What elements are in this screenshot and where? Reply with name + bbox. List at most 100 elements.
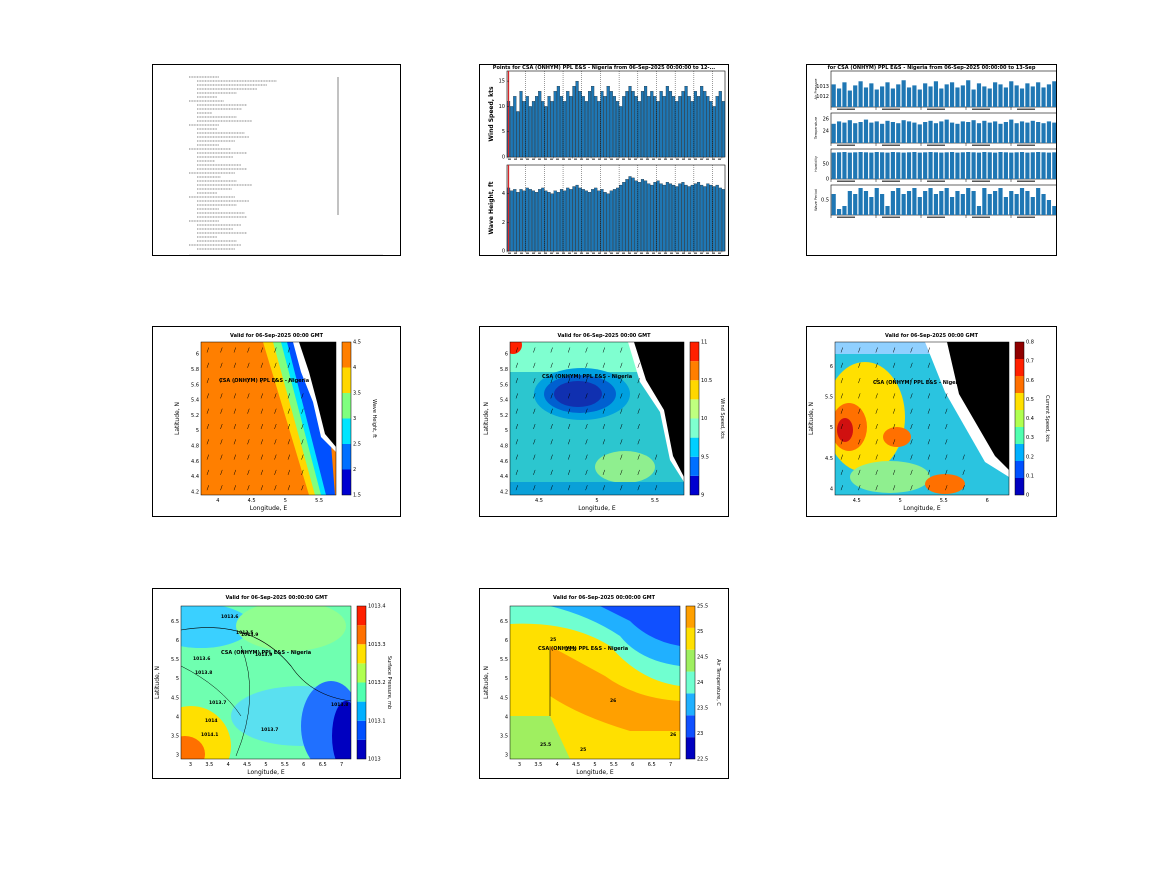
location-label: CSA (ONHYM) PPL E&S - Nigeria	[219, 378, 309, 384]
x-tick-label	[682, 158, 685, 160]
x-tick-label: 6.5	[648, 762, 656, 768]
direction-arrow	[620, 347, 623, 353]
y-tick-label: 0	[502, 249, 505, 255]
timeseries-met-panel: for CSA (ONHYM) PPL E&S - Nigeria from 0…	[806, 64, 1057, 256]
data-bar	[1014, 123, 1019, 143]
data-bar	[581, 96, 585, 158]
direction-arrow	[287, 408, 290, 414]
colorbar-tick-label: 3	[353, 416, 356, 422]
contour-level	[837, 418, 853, 442]
x-tick-label	[544, 158, 547, 160]
x-tick-label	[538, 158, 541, 160]
direction-arrow	[620, 454, 623, 460]
x-tick-label: 4.5	[248, 498, 256, 504]
direction-arrow	[567, 408, 571, 414]
data-bar	[709, 184, 713, 252]
map-current-title: Valid for 06-Sep-2025 00:00 GMT	[884, 333, 979, 339]
direction-arrow	[274, 393, 277, 399]
data-bar	[665, 182, 669, 252]
direction-arrow	[602, 469, 605, 475]
colorbar-segment	[1015, 342, 1024, 359]
x-tick-label	[520, 252, 523, 254]
data-bar	[1036, 82, 1041, 107]
colorbar-segment	[342, 418, 351, 444]
data-bar	[650, 91, 654, 158]
direction-arrow	[274, 454, 277, 460]
data-bar	[522, 101, 526, 158]
axes-frame	[509, 341, 685, 496]
direction-arrow	[247, 347, 250, 353]
data-bar	[949, 197, 955, 215]
x-tick-label	[837, 180, 855, 182]
colorbar-segment	[1015, 478, 1024, 495]
x-tick-label	[556, 252, 559, 254]
x-tick-label	[640, 252, 643, 254]
colorbar-segment	[690, 380, 699, 400]
data-bar	[625, 91, 629, 158]
x-tick-label: 4	[556, 762, 559, 768]
contour-label: 26	[670, 732, 676, 738]
y-tick-label: 0	[502, 155, 505, 161]
x-tick-label	[628, 158, 631, 160]
contour-level	[301, 681, 351, 759]
colorbar-segment	[1015, 444, 1024, 461]
map-surface-pressure: 1013.6 1013.5 1013.6 1013.8 1013.9 1013.7 1014…	[154, 604, 392, 777]
x-tick-label	[616, 158, 619, 160]
location-label: CSA (ONHYM) PPL E&S - Nigeria	[221, 650, 311, 656]
data-bar	[971, 191, 976, 215]
y-axis-label: Latitude, N	[808, 402, 815, 435]
data-bar	[880, 152, 885, 179]
x-tick-label	[718, 158, 721, 160]
x-tick-label	[598, 158, 601, 160]
y-tick-label: 5	[502, 129, 505, 135]
data-bar	[928, 120, 933, 143]
data-bar	[831, 194, 836, 215]
colorbar-tick-label: 0.3	[1026, 435, 1034, 441]
direction-arrow	[892, 439, 896, 445]
map-current-speed: CSA (ONHYM) PPL E&S - Nigeria 0 0.1 0.2 0.3 0…	[808, 340, 1050, 513]
y-tick-label: 6	[196, 352, 199, 358]
x-tick-label: 4.5	[572, 762, 580, 768]
direction-arrow	[892, 423, 896, 430]
direction-arrow	[875, 408, 878, 414]
contour-label: 1013.8	[331, 702, 348, 708]
x-tick-label	[628, 252, 631, 254]
data-bar	[703, 186, 707, 252]
direction-arrow	[858, 423, 861, 430]
x-tick-label	[586, 252, 589, 254]
direction-arrow	[567, 485, 571, 491]
data-bar	[1019, 152, 1025, 179]
direction-arrow	[927, 408, 930, 414]
x-tick-label: 6	[631, 762, 634, 768]
data-bar	[939, 191, 944, 215]
data-bar	[890, 88, 895, 107]
colorbar-tick-label: 24	[697, 680, 703, 686]
x-tick-label: 4	[216, 498, 219, 504]
map-temperature-panel: Valid for 06-Sep-2025 00:00:00 GMT 25 25.…	[479, 588, 729, 779]
colorbar-tick-label: 9.5	[701, 454, 709, 460]
contour-level	[236, 606, 346, 651]
x-axis-label: Longitude, E	[250, 505, 288, 512]
data-bar	[901, 152, 906, 179]
y-tick-label: 4.4	[191, 474, 199, 480]
y-tick-label: 5	[505, 676, 508, 682]
direction-arrow	[892, 362, 896, 368]
data-bar	[1036, 152, 1041, 179]
x-tick-label	[882, 144, 900, 146]
direction-arrow	[962, 454, 965, 460]
colorbar-tick-label: 0	[1026, 493, 1029, 499]
x-tick-label: 4.5	[853, 498, 861, 504]
data-bar	[928, 86, 933, 107]
data-bar	[1003, 152, 1008, 179]
x-tick-label: 6.5	[319, 762, 327, 768]
data-bar	[971, 89, 976, 107]
data-bar	[831, 123, 836, 143]
map-air-temperature: 25 25.5 26 25 25.5 26 CSA (ONHYM) PPL E&S - Ni…	[483, 604, 721, 777]
direction-arrow	[301, 439, 304, 445]
colorbar-tick-label: 0.8	[1026, 340, 1034, 346]
data-bar	[1046, 84, 1052, 107]
contour-label: 26	[610, 698, 616, 704]
direction-arrow	[637, 408, 640, 414]
x-tick-label: 5	[593, 762, 596, 768]
contour-label: 1013.6	[193, 656, 210, 662]
